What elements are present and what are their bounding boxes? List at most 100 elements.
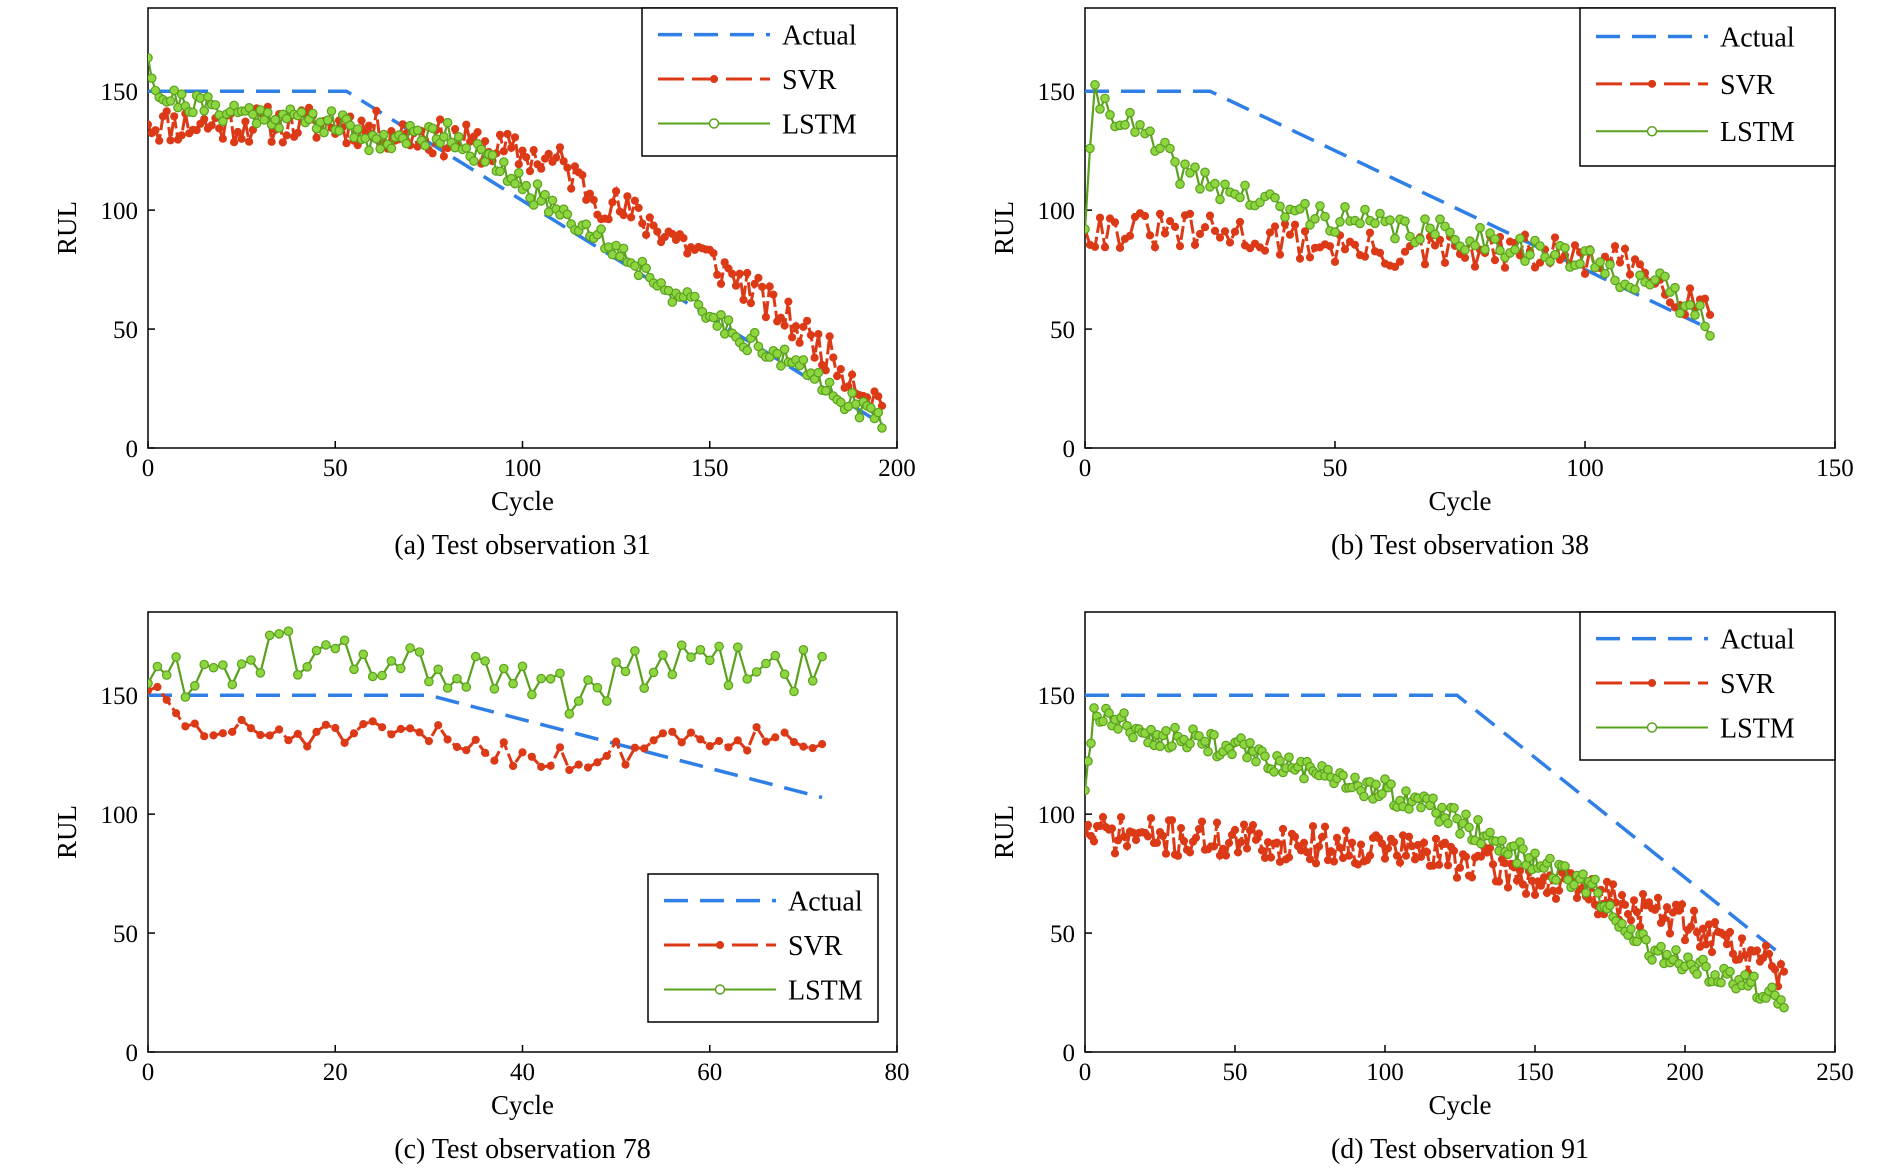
svr-point [1145,231,1155,240]
svr-point [791,322,801,331]
svr-point [1677,900,1687,909]
lstm-point [1575,258,1585,269]
svr-point [1764,949,1774,959]
lstm-point [1089,703,1099,713]
svr-point [172,709,181,718]
svr-point [780,728,789,737]
svr-point [378,723,387,732]
svr-point [1341,826,1351,835]
svr-point [1431,834,1441,844]
legend-svr-marker [710,75,718,84]
y-tick-label: 50 [113,317,138,344]
lstm-point [468,156,479,166]
lstm-point [1300,198,1310,209]
chart-panel-4: 0 50 100 150 200 250 0 50 100 150 Cycle RUL (d) Test… [989,611,1854,1165]
lstm-point [1685,300,1695,310]
lstm-point [1430,229,1440,240]
svr-point [1218,844,1228,853]
lstm-point [1338,770,1348,781]
svr-point [1221,851,1231,860]
lstm-point [424,676,434,687]
svr-point [765,282,774,291]
lstm-point [498,663,509,674]
lstm-point [704,655,715,666]
svr-point [1570,241,1580,250]
svr-point [439,152,448,161]
lstm-point [1480,244,1490,255]
lstm-point [1146,724,1156,735]
svr-point [746,299,756,308]
svr-point [1365,851,1375,860]
lstm-point [1520,256,1530,266]
svr-point [1230,227,1240,236]
svr-point [1485,844,1495,853]
svr-point [612,737,621,746]
lstm-point [1420,214,1430,224]
svr-point [1272,838,1282,847]
svr-point [1170,222,1180,231]
svr-point [303,742,312,751]
svr-point [1275,250,1285,259]
lstm-point [321,640,331,650]
svr-point [1758,953,1768,963]
svr-point [321,720,330,729]
lstm-point [1675,308,1685,318]
svr-point [166,136,175,145]
svr-point [1195,229,1205,239]
lstm-point [152,661,163,672]
lstm-point [772,348,782,359]
lstm-point [1085,756,1093,766]
lstm-point [873,407,884,418]
lstm-point [292,669,303,680]
svr-point [1515,866,1525,875]
lstm-point [199,106,209,116]
svr-point [349,729,359,738]
svr-point [1580,269,1590,278]
svr-point [451,125,460,134]
lstm-point [461,682,472,692]
svr-point [499,738,508,747]
legend-actual-label: Actual [788,887,863,918]
y-tick-label: 150 [1038,683,1076,710]
lstm-point [1518,844,1528,854]
svr-point [148,120,153,129]
lstm-point [1581,887,1591,898]
svr-point [784,297,793,306]
svr-point [155,136,164,145]
lstm-point [1461,809,1471,820]
lstm-point [1630,284,1640,295]
svr-point [754,273,763,282]
svr-point [1131,835,1141,845]
lstm-point [555,668,565,679]
y-axis-label: RUL [52,201,82,255]
chart-panel-2: 0 50 100 150 0 50 100 150 Cycle RUL (b) Test obser… [989,7,1854,561]
x-tick-label: 50 [1323,455,1348,482]
svr-point [1176,824,1186,833]
svr-point [1662,903,1672,912]
lstm-point [442,683,453,693]
lstm-point [854,412,865,423]
svr-point [1686,922,1696,931]
svr-point [503,129,512,139]
svr-point [1600,252,1610,261]
svr-point [776,313,786,322]
lstm-point [630,261,640,271]
legend-actual-label: Actual [1720,22,1795,53]
legend-lstm-marker [1646,722,1658,733]
lstm-point [1350,772,1360,783]
legend-svr-label: SVR [1720,70,1775,101]
x-axis-label: Cycle [491,486,554,516]
svr-point [1761,941,1771,950]
svr-point [1320,822,1330,831]
svr-point [1125,231,1135,240]
lstm-point [1194,731,1204,741]
legend-lstm-label: LSTM [1720,713,1795,744]
svr-point [518,748,527,757]
svr-point [806,331,816,340]
lstm-point [1119,708,1129,718]
lstm-point [1235,192,1245,203]
lstm-point [667,297,678,307]
lstm-point [1401,786,1411,796]
legend-actual-label: Actual [1720,625,1795,656]
